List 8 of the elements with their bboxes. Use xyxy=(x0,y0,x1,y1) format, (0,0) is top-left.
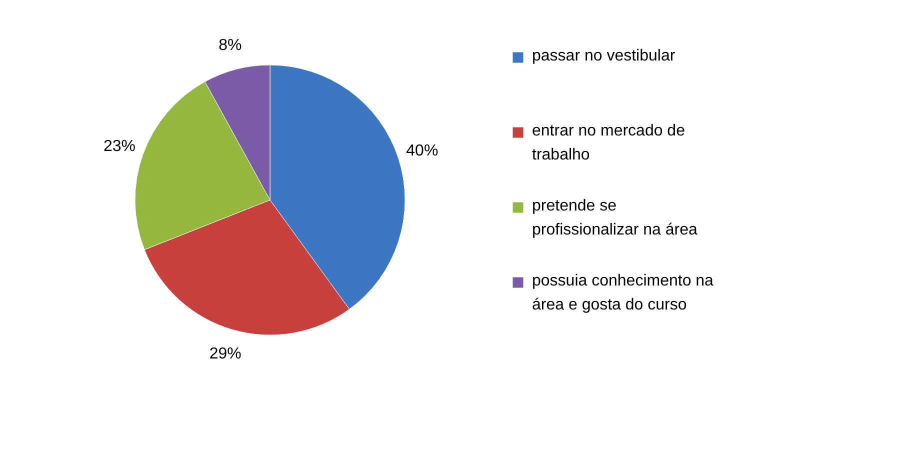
data-label: 29% xyxy=(209,346,242,363)
legend-label: passar no vestibular xyxy=(532,48,676,64)
data-label: 40% xyxy=(406,142,438,160)
legend-label: possuia conhecimento na área e gosta do curso xyxy=(532,272,714,314)
data-label: 23% xyxy=(103,138,136,155)
data-label: 8% xyxy=(218,37,242,54)
legend-label: pretende se profissionalizar na área xyxy=(532,198,698,238)
legend-label: entrar no mercado de trabalho xyxy=(532,122,686,164)
